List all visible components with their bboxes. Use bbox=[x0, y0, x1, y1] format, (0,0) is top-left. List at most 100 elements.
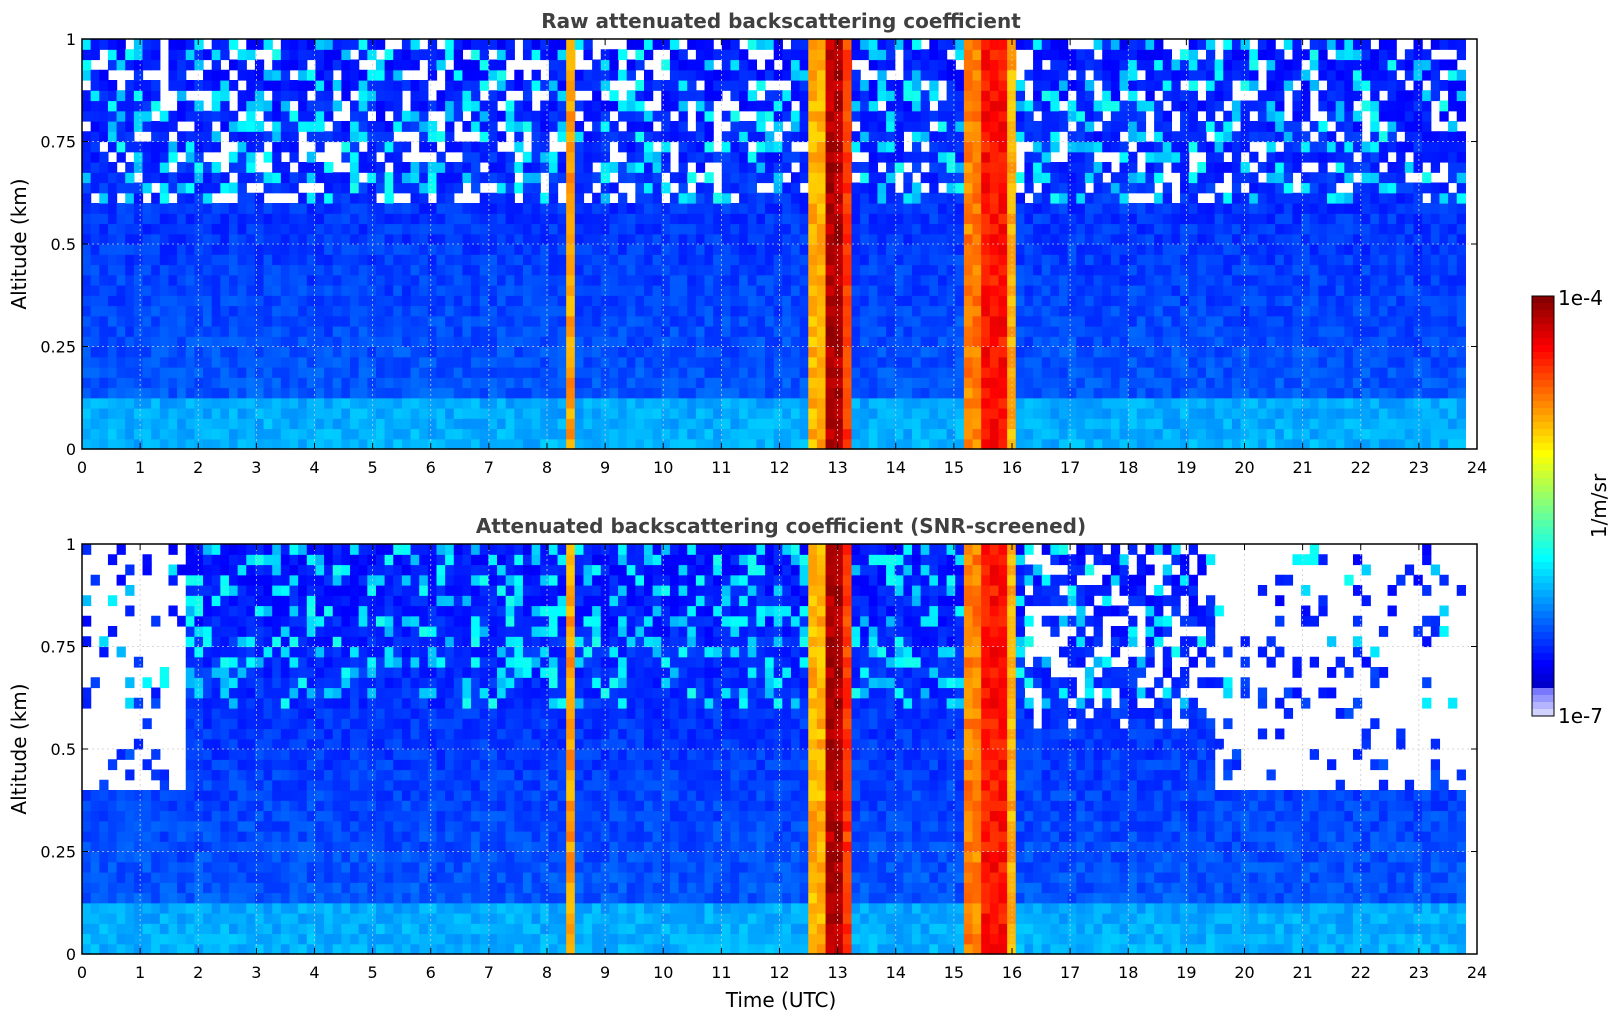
heatmap-cell bbox=[583, 285, 593, 296]
heatmap-cell bbox=[315, 397, 325, 409]
heatmap-cell bbox=[955, 213, 965, 225]
heatmap-cell bbox=[903, 408, 913, 419]
heatmap-cell bbox=[1171, 315, 1181, 327]
heatmap-cell bbox=[790, 305, 801, 317]
heatmap-cell bbox=[574, 223, 585, 235]
heatmap-cell bbox=[730, 438, 740, 450]
heatmap-cell bbox=[626, 151, 636, 163]
heatmap-cell bbox=[99, 264, 109, 276]
heatmap-cell bbox=[963, 274, 974, 286]
heatmap-cell bbox=[168, 428, 178, 440]
heatmap-cell bbox=[1205, 367, 1216, 378]
heatmap-cell bbox=[203, 315, 213, 327]
heatmap-cell bbox=[133, 326, 144, 337]
heatmap-cell bbox=[479, 59, 489, 71]
heatmap-cell bbox=[1007, 182, 1017, 194]
heatmap-cell bbox=[436, 49, 446, 61]
heatmap-cell bbox=[1067, 315, 1077, 327]
heatmap-cell bbox=[237, 192, 247, 204]
heatmap-cell bbox=[401, 223, 412, 235]
heatmap-cell bbox=[1197, 326, 1207, 337]
heatmap-cell bbox=[937, 223, 948, 235]
heatmap-cell bbox=[972, 377, 982, 389]
heatmap-cell bbox=[1197, 336, 1207, 348]
heatmap-cell bbox=[825, 59, 835, 71]
heatmap-cell bbox=[946, 274, 956, 286]
heatmap-cell bbox=[367, 182, 377, 194]
heatmap-cell bbox=[479, 315, 489, 327]
heatmap-cell bbox=[687, 346, 697, 358]
heatmap-cell bbox=[548, 397, 559, 409]
heatmap-cell bbox=[851, 244, 861, 255]
heatmap-cell bbox=[600, 121, 611, 132]
heatmap-cell bbox=[773, 39, 783, 50]
heatmap-cell bbox=[298, 223, 308, 235]
heatmap-cell bbox=[107, 162, 118, 173]
heatmap-cell bbox=[471, 203, 481, 214]
heatmap-cell bbox=[531, 223, 541, 235]
heatmap-cell bbox=[211, 49, 221, 61]
heatmap-cell bbox=[1240, 233, 1250, 245]
heatmap-cell bbox=[1128, 274, 1138, 286]
heatmap-cell bbox=[324, 438, 334, 450]
heatmap-cell bbox=[548, 326, 559, 337]
heatmap-cell bbox=[583, 274, 593, 286]
heatmap-cell bbox=[272, 59, 282, 71]
heatmap-cell bbox=[332, 182, 342, 194]
heatmap-cell bbox=[747, 295, 757, 307]
heatmap-cell bbox=[739, 203, 749, 214]
heatmap-cell bbox=[462, 305, 472, 317]
heatmap-cell bbox=[989, 244, 1000, 255]
heatmap-cell bbox=[315, 438, 325, 450]
heatmap-cell bbox=[704, 408, 714, 419]
heatmap-cell bbox=[1128, 387, 1138, 399]
heatmap-cell bbox=[790, 274, 801, 286]
heatmap-cell bbox=[531, 80, 541, 91]
heatmap-cell bbox=[1119, 121, 1129, 132]
heatmap-cell bbox=[661, 305, 671, 317]
heatmap-cell bbox=[1102, 264, 1112, 276]
heatmap-cell bbox=[618, 254, 628, 266]
heatmap-cell bbox=[514, 418, 524, 430]
heatmap-cell bbox=[228, 110, 239, 122]
heatmap-cell bbox=[929, 244, 939, 255]
heatmap-cell bbox=[488, 244, 498, 255]
heatmap-cell bbox=[462, 233, 472, 245]
heatmap-cell bbox=[1249, 203, 1259, 214]
heatmap-cell bbox=[860, 336, 870, 348]
heatmap-cell bbox=[1180, 59, 1190, 71]
heatmap-cell bbox=[211, 367, 221, 378]
heatmap-cell bbox=[401, 39, 412, 50]
heatmap-cell bbox=[133, 100, 144, 112]
heatmap-cell bbox=[1102, 39, 1112, 50]
heatmap-cell bbox=[419, 305, 429, 317]
heatmap-cell bbox=[453, 213, 464, 225]
heatmap-cell bbox=[185, 151, 195, 163]
heatmap-cell bbox=[1024, 131, 1034, 143]
heatmap-cell bbox=[497, 428, 507, 440]
heatmap-cell bbox=[574, 377, 585, 389]
heatmap-cell bbox=[1033, 141, 1043, 153]
heatmap-cell bbox=[816, 141, 827, 153]
heatmap-cell bbox=[566, 428, 576, 440]
heatmap-cell bbox=[782, 305, 792, 317]
heatmap-cell bbox=[1180, 336, 1190, 348]
heatmap-cell bbox=[765, 295, 775, 307]
heatmap-cell bbox=[203, 285, 213, 296]
heatmap-cell bbox=[367, 100, 377, 112]
heatmap-cell bbox=[1024, 387, 1034, 399]
heatmap-cell bbox=[272, 326, 282, 337]
heatmap-cell bbox=[989, 305, 1000, 317]
heatmap-cell bbox=[1145, 80, 1155, 91]
heatmap-cell bbox=[1197, 244, 1207, 255]
heatmap-cell bbox=[721, 203, 732, 214]
heatmap-cell bbox=[1180, 274, 1190, 286]
heatmap-cell bbox=[419, 346, 429, 358]
heatmap-cell bbox=[522, 49, 533, 61]
heatmap-cell bbox=[1231, 182, 1242, 194]
heatmap-cell bbox=[358, 336, 368, 348]
heatmap-cell bbox=[747, 377, 757, 389]
heatmap-cell bbox=[107, 49, 118, 61]
heatmap-cell bbox=[998, 315, 1008, 327]
heatmap-cell bbox=[548, 254, 559, 266]
